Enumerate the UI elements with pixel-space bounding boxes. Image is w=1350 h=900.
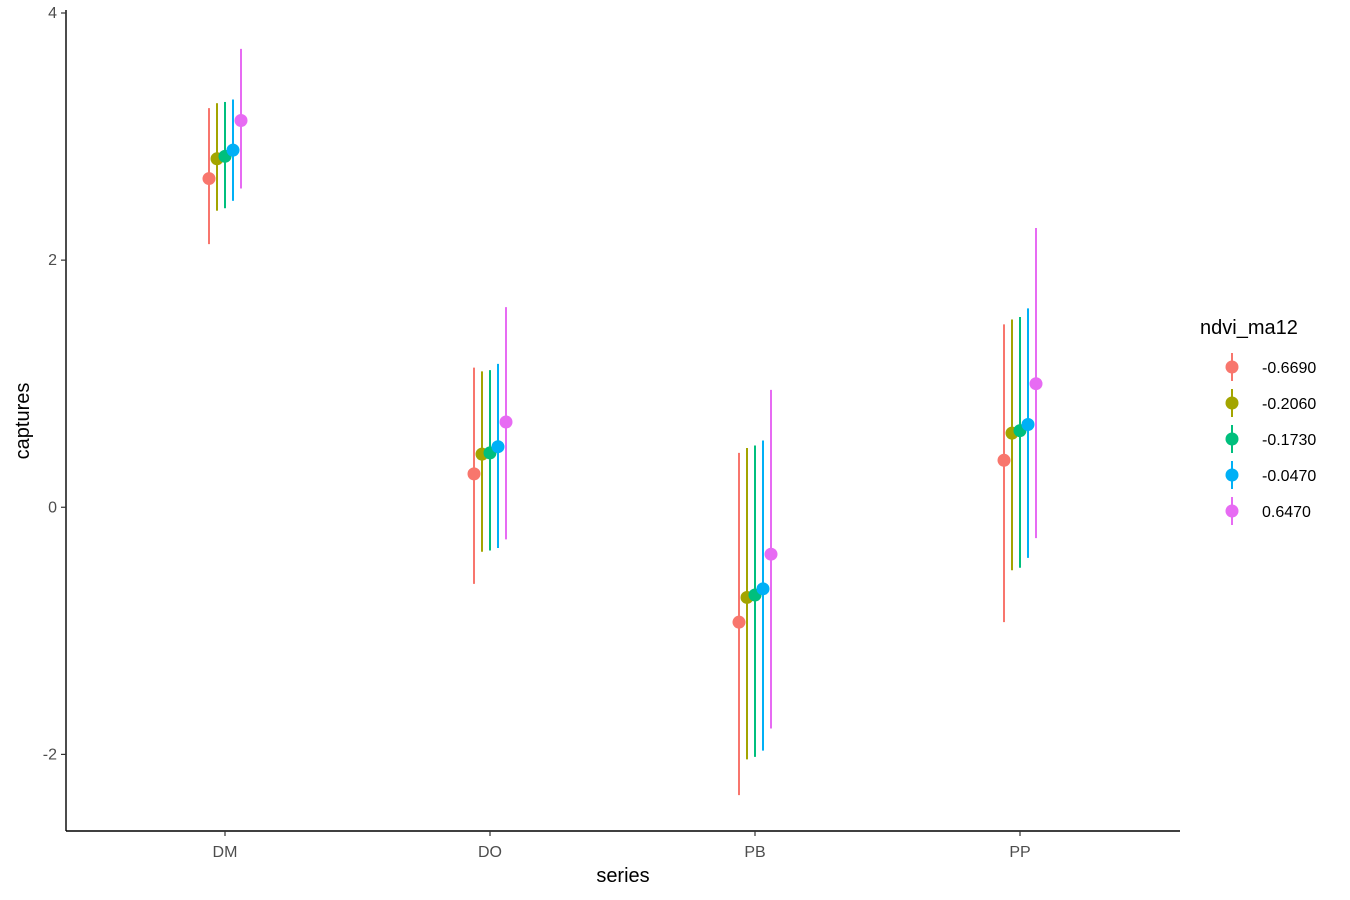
legend-item: -0.2060 <box>1225 389 1316 417</box>
legend-key-point <box>1225 396 1239 410</box>
legend-label: -0.6690 <box>1262 360 1316 377</box>
x-tick-label: PP <box>1009 844 1030 861</box>
data-point <box>499 415 513 429</box>
y-axis-ticks: -2 0 2 4 <box>43 5 66 763</box>
y-tick-label: 0 <box>48 499 57 516</box>
legend-key-point <box>1225 432 1239 446</box>
data-point <box>732 615 746 629</box>
y-tick-label: 2 <box>48 252 57 269</box>
series-group <box>210 103 1019 760</box>
x-axis-title: series <box>596 865 649 887</box>
data-point <box>764 547 778 561</box>
data-point <box>491 440 505 454</box>
x-tick-label: DM <box>213 844 238 861</box>
data-point <box>997 453 1011 467</box>
data-point <box>1029 377 1043 391</box>
legend-key-point <box>1225 504 1239 518</box>
y-axis-title: captures <box>12 383 34 460</box>
y-tick-label: 4 <box>48 5 57 22</box>
legend-title: ndvi_ma12 <box>1200 317 1298 339</box>
y-tick-label: -2 <box>43 746 57 763</box>
data-point <box>467 467 481 481</box>
data-point <box>234 114 248 128</box>
legend-key-point <box>1225 468 1239 482</box>
legend-item: -0.0470 <box>1225 461 1316 489</box>
data-point <box>226 143 240 157</box>
x-tick-label: DO <box>478 844 502 861</box>
legend-key-point <box>1225 360 1239 374</box>
legend-item: 0.6470 <box>1225 497 1311 525</box>
data-point <box>202 172 216 186</box>
series-group <box>226 99 1035 751</box>
series-group <box>218 101 1027 757</box>
legend-item: -0.6690 <box>1225 353 1316 381</box>
legend-label: -0.2060 <box>1262 396 1316 413</box>
plot-area <box>202 48 1043 796</box>
legend-label: -0.0470 <box>1262 468 1316 485</box>
data-point <box>1021 417 1035 431</box>
legend: ndvi_ma12 -0.6690 -0.2060 -0.1730 -0.0470 0.… <box>1200 317 1316 525</box>
x-tick-label: PB <box>744 844 765 861</box>
data-point <box>756 582 770 596</box>
series-group <box>202 108 1011 796</box>
series-group <box>234 48 1043 729</box>
legend-label: -0.1730 <box>1262 432 1316 449</box>
x-axis-ticks: DM DO PB PP <box>213 831 1031 861</box>
legend-item: -0.1730 <box>1225 425 1316 453</box>
legend-label: 0.6470 <box>1262 504 1311 521</box>
